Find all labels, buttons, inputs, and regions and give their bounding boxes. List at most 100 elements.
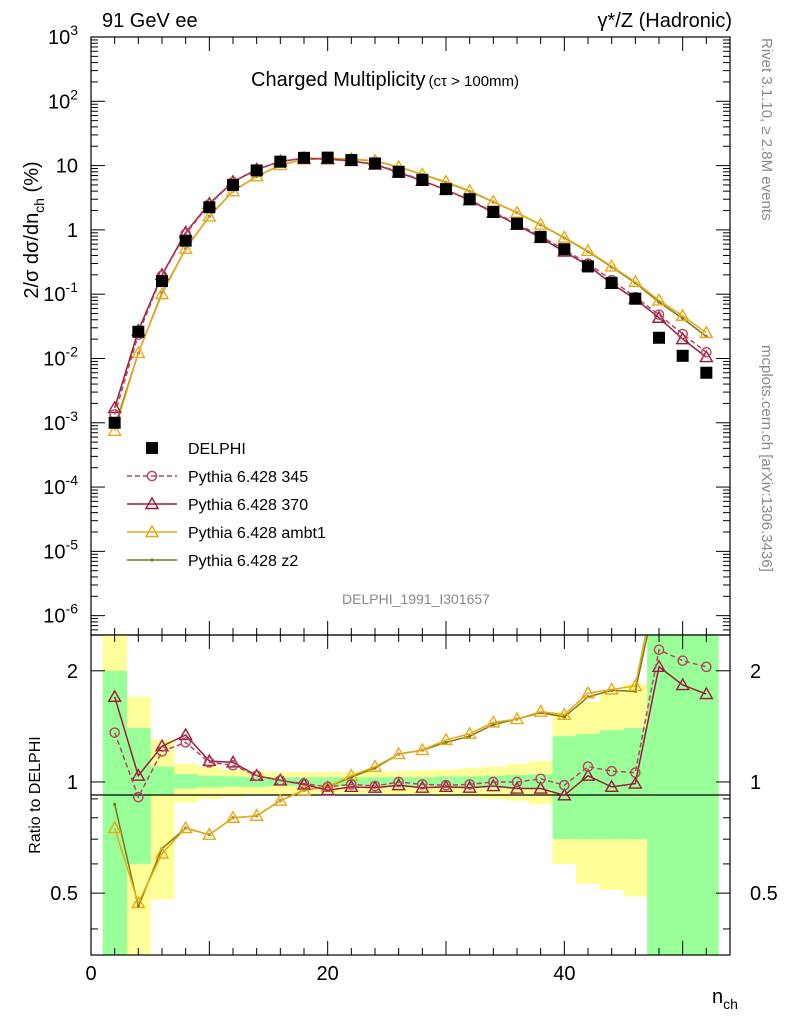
ratio-axis-ticks [90, 635, 731, 955]
inner-band [576, 733, 601, 840]
inner-band [292, 777, 317, 787]
ratio-pythia-6-428-z2-point [491, 722, 495, 727]
ratio-pythia-6-428-z2-point [562, 715, 566, 719]
main-delphi-point [250, 164, 263, 177]
tick-exponent: -5 [66, 536, 79, 552]
x-tick-label: 40 [553, 963, 575, 985]
inner-band [221, 776, 246, 787]
ratio-pythia-6-428-345-point [464, 779, 475, 790]
main-delphi-point [203, 201, 216, 214]
tick-exponent: -6 [66, 601, 79, 617]
chart-title-suffix: (cτ > 100mm) [429, 73, 520, 90]
inner-band [244, 777, 269, 787]
ratio-pythia-6-428-370-point [415, 780, 430, 793]
ratio-pythia-6-428-ambt1-point [415, 742, 430, 756]
ratio-y-tick-label-right: 0.5 [750, 883, 778, 905]
ratio-pythia-6-428-345-point [109, 727, 120, 738]
main-delphi-point [392, 165, 405, 178]
ratio-data-layer [107, 571, 714, 909]
main-pythia-6-428-ambt1-point [178, 241, 193, 254]
ratio-pythia-6-428-345-point [346, 779, 357, 790]
main-delphi-point [653, 331, 665, 344]
main-pythia-6-428-ambt1-point [580, 243, 596, 257]
ratio-pythia-6-428-ambt1-point [438, 732, 454, 746]
ratio-y-tick-labels: 0.5 0.5 1 1 2 2 [50, 661, 778, 905]
ratio-frame [90, 634, 731, 956]
main-pythia-6-428-ambt1-point [699, 325, 714, 339]
main-delphi-point [345, 154, 358, 167]
main-y-tick-label: 10-2 [43, 343, 78, 370]
ratio-pythia-6-428-370-point [178, 727, 193, 741]
ratio-pythia-6-428-z2-point [468, 734, 472, 738]
ratio-pythia-6-428-345-point [653, 644, 665, 656]
main-delphi-point [582, 260, 594, 273]
main-pythia-6-428-z2-point [681, 316, 685, 320]
ratio-pythia-6-428-345-point [535, 773, 546, 785]
main-pythia-6-428-ambt1-point [107, 423, 122, 436]
ratio-pythia-6-428-z2-point [444, 740, 448, 744]
main-delphi-point [534, 230, 547, 243]
ratio-pythia-6-428-ambt1-point [367, 759, 383, 772]
main-delphi-point [156, 275, 168, 288]
ratio-pythia-6-428-345-point [559, 779, 570, 791]
ratio-pythia-6-428-345-point [417, 779, 428, 790]
main-y-axis-label: 2/σ dσ/dnch (%) [21, 161, 47, 298]
main-pythia-6-428-ambt1-point [675, 308, 690, 322]
ratio-pythia-6-428-345-point [511, 776, 523, 788]
ratio-pythia-6-428-370-point [320, 782, 335, 796]
main-y-tick-label: 10 [56, 156, 78, 178]
ylabel-unit: (%) [21, 161, 43, 198]
ratio-pythia-6-428-345-point [582, 761, 594, 772]
main-pythia-6-428-ambt1-point [154, 286, 170, 300]
process-label: γ*/Z (Hadronic) [598, 10, 732, 32]
ratio-pythia-6-428-345-point [606, 765, 617, 777]
main-pythia-6-428-ambt1-point [533, 217, 548, 230]
energy-label: 91 GeV ee [102, 10, 198, 32]
main-delphi-point [676, 349, 689, 362]
x-tick-label: 0 [85, 963, 96, 985]
tick-exponent: -1 [66, 279, 79, 295]
chart-title: Charged Multiplicity (cτ > 100mm) [251, 69, 519, 91]
main-delphi-point [298, 151, 310, 164]
main-pythia-6-428-ambt1-point [202, 209, 217, 222]
legend-marker [144, 496, 160, 510]
main-y-tick-label: 10-6 [43, 601, 78, 628]
ratio-pythia-6-428-ambt1-point [462, 726, 477, 740]
ratio-pythia-6-428-370-point [509, 781, 525, 794]
legend-label: Pythia 6.428 ambt1 [188, 525, 326, 542]
main-data-layer [107, 150, 714, 436]
main-frame [90, 36, 731, 636]
main-pythia-6-428-345-point [677, 328, 688, 340]
ratio-pythia-6-428-370-point [462, 780, 477, 793]
tick-base: 10 [43, 348, 65, 370]
tick-base: 10 [43, 284, 65, 306]
legend-marker [144, 524, 160, 538]
main-delphi-point [511, 217, 523, 230]
main-pythia-6-428-ambt1-point [651, 292, 667, 306]
ratio-y-tick-label-left: 0.5 [50, 883, 78, 905]
legend: DELPHI Pythia 6.428 345 Pythia 6.428 370 Py… [127, 441, 326, 570]
ylabel-sub: ch [31, 198, 47, 213]
main-pythia-6-428-ambt1-line [113, 157, 707, 432]
main-pythia-6-428-ambt1-point [557, 230, 572, 243]
legend-label: DELPHI [188, 441, 246, 458]
inner-band [599, 730, 624, 840]
ratio-pythia-6-428-ambt1-point [131, 895, 146, 909]
main-pythia-6-428-ambt1-point [509, 205, 525, 218]
x-tick-label: 20 [317, 963, 339, 985]
ratio-y-tick-label-left: 2 [67, 661, 78, 683]
main-y-tick-label: 10-1 [43, 279, 78, 306]
ratio-pythia-6-428-345-point [227, 759, 239, 771]
ratio-y-tick-label-left: 1 [67, 772, 78, 794]
ratio-pythia-6-428-370-point [557, 787, 572, 801]
ratio-pythia-6-428-370-point [391, 777, 406, 791]
rivet-version-label: Rivet 3.1.10, ≥ 2.8M events [758, 38, 775, 221]
tick-exponent: -4 [66, 472, 79, 488]
legend-label: Pythia 6.428 370 [188, 497, 308, 514]
ratio-pythia-6-428-ambt1-point [604, 682, 619, 695]
ratio-pythia-6-428-z2-point [705, 571, 708, 574]
ratio-pythia-6-428-370-point [675, 677, 690, 691]
ratio-pythia-6-428-ambt1-point [225, 810, 241, 823]
main-y-tick-label: 10-4 [43, 472, 78, 499]
